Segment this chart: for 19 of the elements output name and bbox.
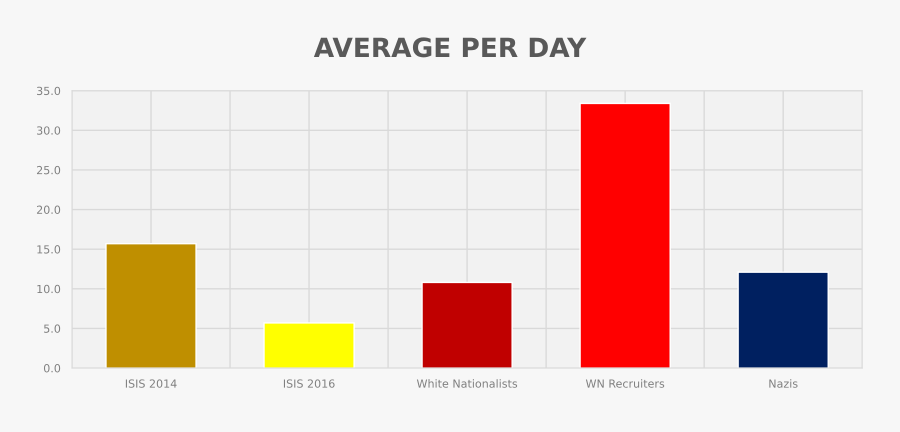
y-tick-label: 10.0	[37, 284, 60, 294]
y-tick-label: 25.0	[36, 166, 60, 174]
y-tick-label: 15.0	[37, 245, 60, 254]
bar	[263, 322, 355, 368]
bar	[737, 271, 829, 368]
chart-title: AVERAGE PER DAY	[314, 37, 586, 58]
x-tick-label: WN Recruiters	[586, 379, 664, 388]
y-tick-label: 35.0	[36, 86, 60, 96]
x-tick-label: Nazis	[769, 379, 798, 388]
bar	[421, 282, 513, 368]
y-tick-label: 20.0	[36, 206, 60, 214]
bar	[579, 102, 671, 368]
x-tick-label: ISIS 2014	[126, 379, 177, 388]
y-tick-label: 5.0	[44, 324, 60, 333]
x-tick-label: ISIS 2016	[284, 379, 335, 388]
y-tick-label: 30.0	[36, 126, 60, 135]
bar	[105, 242, 197, 368]
y-tick-label: 0.0	[44, 364, 60, 372]
x-tick-label: White Nationalists	[416, 379, 518, 388]
